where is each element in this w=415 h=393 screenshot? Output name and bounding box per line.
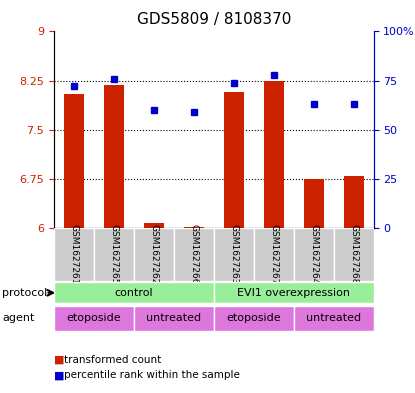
Text: untreated: untreated bbox=[146, 313, 201, 323]
Text: GSM1627262: GSM1627262 bbox=[149, 224, 158, 285]
Bar bbox=[304, 179, 324, 228]
Text: GSM1627265: GSM1627265 bbox=[110, 224, 118, 285]
FancyBboxPatch shape bbox=[214, 306, 294, 331]
FancyBboxPatch shape bbox=[134, 306, 214, 331]
Bar bbox=[104, 85, 124, 228]
Text: EVI1 overexpression: EVI1 overexpression bbox=[237, 288, 350, 298]
FancyBboxPatch shape bbox=[54, 306, 134, 331]
FancyBboxPatch shape bbox=[94, 228, 134, 281]
FancyBboxPatch shape bbox=[134, 228, 174, 281]
Bar bbox=[184, 227, 204, 228]
Text: ■: ■ bbox=[54, 354, 64, 365]
Text: etoposide: etoposide bbox=[66, 313, 121, 323]
Bar bbox=[64, 94, 84, 228]
Text: ■: ■ bbox=[54, 370, 64, 380]
Text: agent: agent bbox=[2, 313, 34, 323]
Text: GSM1627266: GSM1627266 bbox=[189, 224, 198, 285]
Title: GDS5809 / 8108370: GDS5809 / 8108370 bbox=[137, 13, 291, 28]
Bar bbox=[264, 81, 283, 228]
FancyBboxPatch shape bbox=[54, 228, 94, 281]
Text: GSM1627268: GSM1627268 bbox=[349, 224, 358, 285]
FancyBboxPatch shape bbox=[254, 228, 294, 281]
FancyBboxPatch shape bbox=[174, 228, 214, 281]
Text: GSM1627267: GSM1627267 bbox=[269, 224, 278, 285]
Text: untreated: untreated bbox=[306, 313, 361, 323]
Bar bbox=[224, 92, 244, 228]
FancyBboxPatch shape bbox=[294, 228, 334, 281]
Bar bbox=[144, 223, 164, 228]
FancyBboxPatch shape bbox=[54, 282, 214, 303]
Text: GSM1627264: GSM1627264 bbox=[309, 224, 318, 285]
FancyBboxPatch shape bbox=[214, 228, 254, 281]
Text: control: control bbox=[115, 288, 153, 298]
Text: GSM1627261: GSM1627261 bbox=[69, 224, 78, 285]
Text: etoposide: etoposide bbox=[226, 313, 281, 323]
Text: protocol: protocol bbox=[2, 288, 47, 298]
FancyBboxPatch shape bbox=[294, 306, 374, 331]
Text: transformed count: transformed count bbox=[64, 354, 161, 365]
Text: percentile rank within the sample: percentile rank within the sample bbox=[64, 370, 240, 380]
FancyBboxPatch shape bbox=[334, 228, 374, 281]
FancyBboxPatch shape bbox=[214, 282, 374, 303]
Bar bbox=[344, 176, 364, 228]
Text: GSM1627263: GSM1627263 bbox=[229, 224, 238, 285]
